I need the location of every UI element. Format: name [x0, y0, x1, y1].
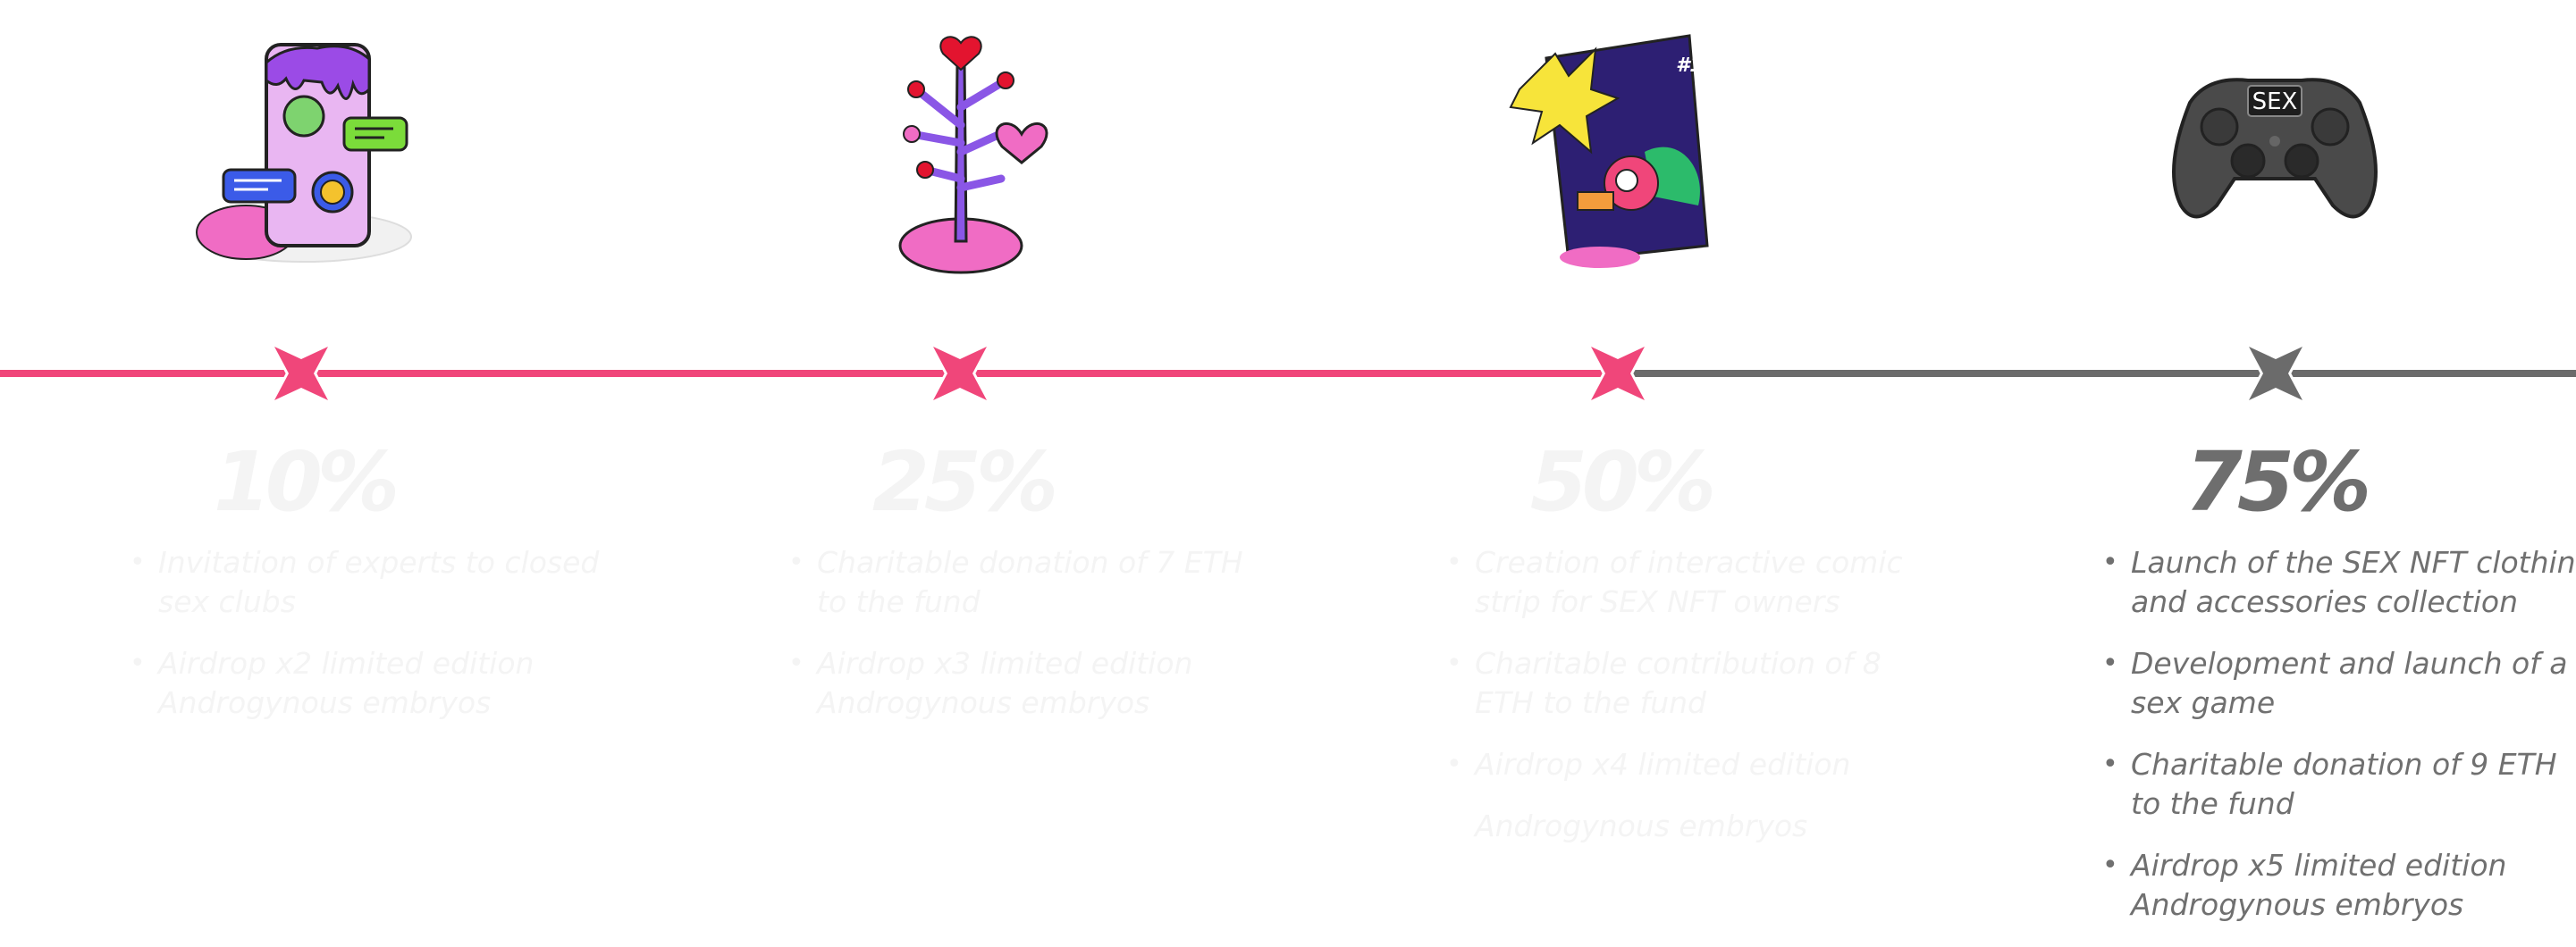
milestone-marker-10: [268, 340, 334, 406]
list-item: • Airdrop x5 limited edition Androgynous …: [2102, 848, 2507, 922]
list-item: • Charitable contribution of 8 ETH to the…: [1446, 646, 1881, 720]
list-item: • Airdrop x2 limited edition Androgynous …: [130, 646, 535, 720]
roadmap-timeline: [0, 322, 2576, 429]
list-item: • Development and launch of a sex game: [2102, 646, 2568, 720]
list-item: • Creation of interactive comic strip for…: [1446, 545, 1903, 619]
list-item: • Charitable donation of 7 ETH to the fun…: [788, 545, 1243, 619]
milestone-marker-25: [927, 340, 993, 406]
list-item: • Charitable donation of 9 ETH to the fun…: [2102, 747, 2557, 821]
milestone-list: • Charitable donation of 7 ETH to the fun…: [788, 543, 1282, 745]
list-item: • Airdrop x3 limited edition Androgynous…: [788, 646, 1193, 720]
milestone-percent: 50%: [1529, 434, 1716, 530]
milestone-list: • Launch of the SEX NFT clothing and acce…: [2102, 543, 2576, 947]
list-item: • Airdrop x4 limited edition: [1446, 747, 1851, 782]
controller-label: SEX: [2252, 88, 2298, 115]
comic-book-illustration: #1: [1484, 27, 1752, 277]
milestone-percent: 10%: [213, 434, 400, 530]
list-item: • Invitation of experts to closed sex clu…: [130, 545, 600, 619]
comic-label: #1: [1676, 54, 1704, 77]
list-item: Androgynous embryos: [1475, 809, 1808, 843]
milestone-percent: 25%: [871, 434, 1058, 530]
heart-tree-illustration: [827, 27, 1095, 277]
phone-chat-illustration: [170, 27, 438, 277]
milestone-percent: 75%: [2185, 434, 2371, 530]
milestone-list: • Creation of interactive comic strip for…: [1446, 543, 1940, 868]
game-controller-illustration: SEX: [2141, 27, 2409, 277]
milestone-list: • Invitation of experts to closed sex clu…: [130, 543, 623, 745]
list-item: • Launch of the SEX NFT clothing and acce…: [2102, 545, 2576, 619]
milestone-marker-50: [1585, 340, 1651, 406]
roadmap: #1 SEX: [0, 27, 2576, 922]
milestone-marker-75: [2243, 340, 2309, 406]
